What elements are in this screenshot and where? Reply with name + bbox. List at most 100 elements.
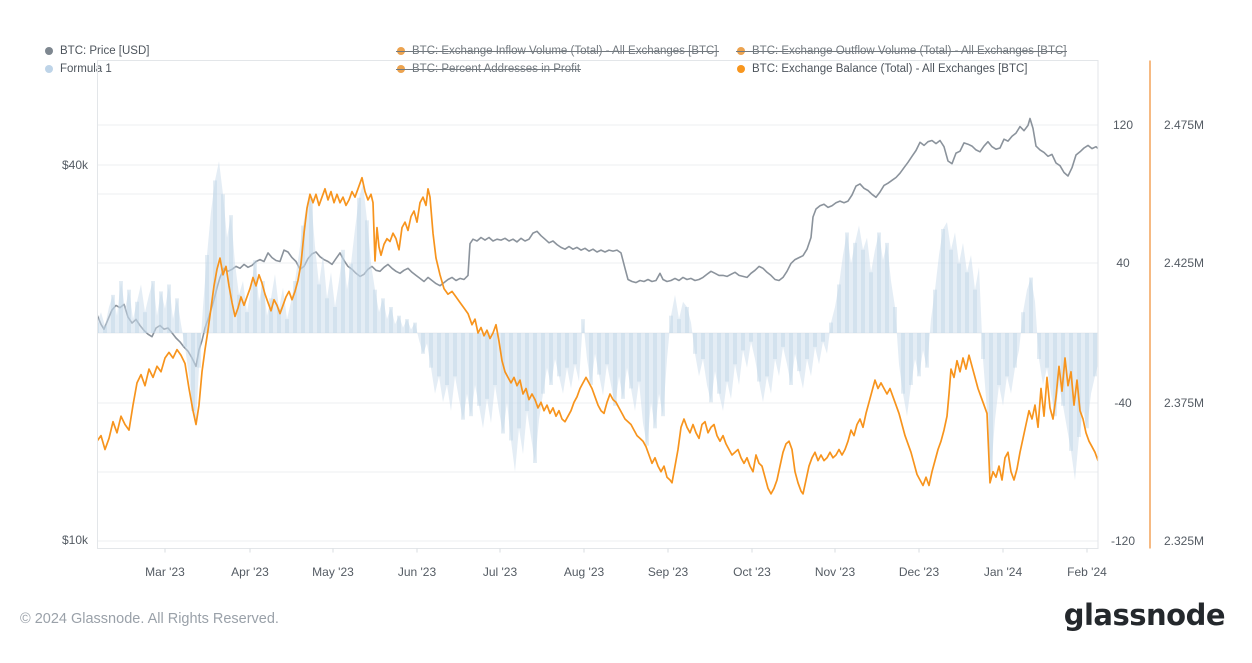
formula-1-bar (509, 333, 513, 441)
formula-1-bar (949, 249, 953, 333)
formula-1-bar (917, 333, 921, 377)
formula-1-bar (501, 333, 505, 434)
formula-1-area (97, 161, 1098, 481)
legend-dot-price (45, 47, 53, 55)
formula-1-bar (997, 333, 1001, 385)
formula-1-bar (597, 333, 601, 375)
formula-1-bar (877, 232, 881, 333)
formula-1-bar (981, 333, 985, 359)
formula-1-bar (111, 294, 115, 333)
formula-1-bar (613, 333, 617, 406)
formula-1-bar (725, 333, 729, 382)
formula-1-bar (669, 315, 673, 333)
formula-1-bar (837, 284, 841, 333)
formula-1-bar (1013, 333, 1017, 368)
formula-1-bar (869, 272, 873, 333)
legend-label: Formula 1 (60, 63, 112, 75)
formula-1-bar (1005, 333, 1009, 377)
formula-1-bar (127, 289, 131, 333)
formula-1-bar (661, 333, 665, 417)
glassnode-logo: glassnode (1063, 598, 1226, 632)
formula-1-bar (277, 308, 281, 333)
formula-1-bar (119, 281, 123, 333)
formula-1-bar (605, 333, 609, 365)
formula-1-bar (973, 289, 977, 333)
formula-1-bar (405, 319, 409, 333)
formula-1-bar (589, 333, 593, 385)
price-line (97, 117, 1098, 368)
formula-1-bar (709, 333, 713, 403)
formula-1-bar (717, 333, 721, 394)
formula-1-bar (389, 307, 393, 333)
formula-1-bar (397, 315, 401, 333)
x-axis-tick: Aug '23 (563, 565, 605, 579)
x-axis-tick: Oct '23 (733, 565, 771, 579)
y-right1-tick: -120 (1110, 534, 1136, 548)
x-axis-tick: Apr '23 (231, 565, 269, 579)
formula-1-bar (197, 333, 201, 368)
x-axis-tick: Jan '24 (983, 565, 1023, 579)
formula-1-bar (183, 333, 187, 347)
formula-1-bar (293, 281, 297, 333)
formula-1-bar (893, 307, 897, 333)
plot-border (97, 60, 1099, 549)
formula-1-bar (749, 333, 753, 342)
legend-item-exchange-balance[interactable]: BTC: Exchange Balance (Total) - All Exch… (737, 62, 1027, 76)
formula-1-bar (829, 322, 833, 333)
formula-1-bar (781, 333, 785, 347)
formula-1-bar (821, 333, 825, 342)
formula-1-bar (477, 333, 481, 406)
formula-1-bar (685, 307, 689, 333)
legend-item-price[interactable]: BTC: Price [USD] (45, 44, 149, 58)
formula-1-bar (653, 333, 657, 429)
y-right1-tick: -40 (1114, 396, 1132, 410)
x-axis-tick: Feb '24 (1067, 565, 1107, 579)
x-axis-tick: Sep '23 (647, 565, 689, 579)
formula-1-bar (429, 333, 433, 368)
formula-1-bar (205, 255, 209, 333)
formula-1-bar (421, 333, 425, 354)
x-axis-tick: Nov '23 (814, 565, 856, 579)
formula-1-bar (461, 333, 465, 420)
y-right2-tick: 2.425M (1164, 256, 1205, 270)
formula-1-bar (365, 220, 369, 333)
formula-1-bar (151, 281, 155, 333)
formula-1-bar (349, 263, 353, 333)
formula-1-bar (445, 333, 449, 385)
formula-1-bar (941, 229, 945, 333)
x-axis-tick: Jun '23 (397, 565, 437, 579)
legend-item-formula-1[interactable]: Formula 1 (45, 62, 112, 76)
formula-1-bar (805, 333, 809, 359)
formula-1-bar (1077, 333, 1081, 437)
legend-label: BTC: Exchange Balance (Total) - All Exch… (752, 63, 1028, 75)
formula-1-bar (909, 333, 913, 385)
formula-1-bar (733, 333, 737, 365)
formula-1-bar (381, 298, 385, 333)
formula-1-bar (885, 242, 889, 333)
formula-1-bar (253, 260, 257, 333)
formula-1-bar (789, 333, 793, 385)
formula-1-bar (797, 333, 801, 372)
formula-1-bar (861, 249, 865, 333)
formula-1-bar (773, 333, 777, 359)
y-right1-tick: 120 (1112, 118, 1134, 132)
y-right2-tick: 2.325M (1164, 534, 1205, 548)
y-right2-tick: 2.375M (1164, 396, 1205, 410)
formula-1-bar (573, 333, 577, 365)
formula-1-bar (245, 312, 249, 333)
formula-1-bar (1045, 333, 1049, 368)
formula-1-bar (309, 197, 313, 333)
formula-1-bar (957, 263, 961, 333)
formula-1-bar (175, 298, 179, 333)
x-axis-tick: Mar '23 (145, 565, 185, 579)
formula-1-bar (221, 194, 225, 333)
formula-1-bar (373, 289, 377, 333)
formula-1-bar (493, 333, 497, 385)
formula-1-bar (557, 333, 561, 377)
legend-dot-formula-1 (45, 65, 53, 73)
formula-1-bar (213, 180, 217, 333)
formula-1-bar (845, 232, 849, 333)
formula-1-bar (933, 289, 937, 333)
formula-1-bar (1085, 333, 1089, 429)
